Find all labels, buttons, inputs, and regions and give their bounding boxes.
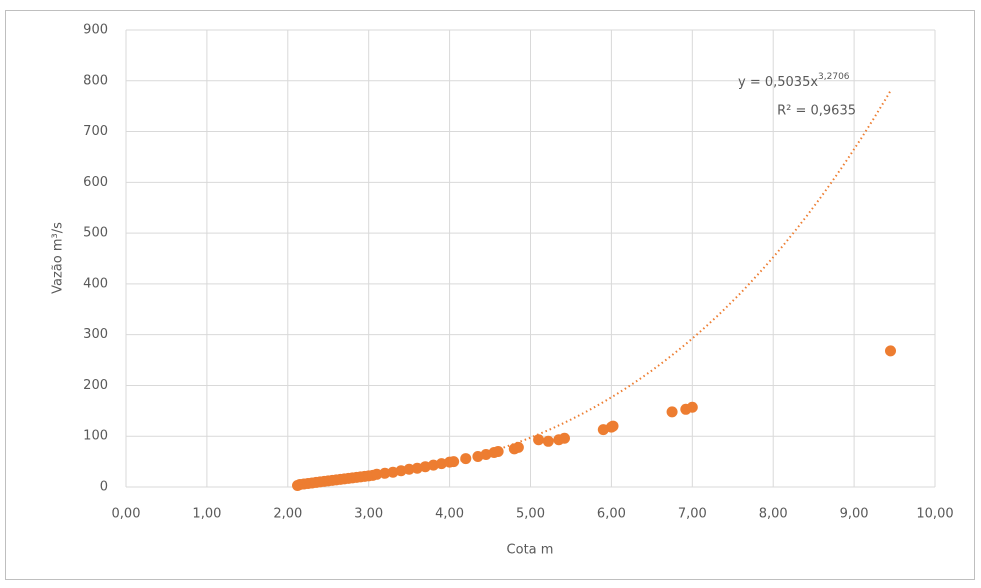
y-tick-label: 300: [83, 327, 108, 342]
trendline-r2: R² = 0,9635: [777, 104, 856, 119]
trendline-equation: y = 0,5035x3,2706: [738, 72, 850, 90]
data-point: [371, 468, 383, 480]
data-point: [492, 445, 504, 457]
x-tick-label: 8,00: [759, 507, 788, 522]
data-point: [448, 456, 460, 468]
x-tick-label: 2,00: [273, 507, 302, 522]
x-tick-label: 0,00: [112, 507, 141, 522]
data-point: [533, 434, 545, 446]
equation-exponent: 3,2706: [818, 72, 850, 82]
data-point: [542, 435, 554, 447]
data-point: [607, 420, 619, 432]
data-point: [512, 441, 524, 453]
y-tick-label: 600: [83, 175, 108, 190]
x-tick-label: 4,00: [435, 507, 464, 522]
data-point: [403, 463, 415, 475]
y-tick-label: 0: [100, 480, 108, 495]
x-tick-label: 5,00: [516, 507, 545, 522]
x-tick-label: 7,00: [678, 507, 707, 522]
y-tick-label: 700: [83, 124, 108, 139]
x-tick-label: 6,00: [597, 507, 626, 522]
x-tick-label: 1,00: [192, 507, 221, 522]
y-tick-label: 100: [83, 429, 108, 444]
x-axis-label: Cota m: [507, 543, 554, 558]
data-point: [885, 345, 897, 357]
y-tick-label: 500: [83, 226, 108, 241]
y-tick-label: 400: [83, 276, 108, 291]
x-tick-label: 10,00: [916, 507, 953, 522]
chart-border: [5, 10, 975, 580]
data-point: [666, 406, 678, 418]
equation-text: y = 0,5035x: [738, 75, 818, 90]
y-axis-label: Vazão m³/s: [51, 222, 66, 294]
y-tick-label: 800: [83, 73, 108, 88]
data-point: [686, 401, 698, 413]
y-tick-label: 900: [83, 23, 108, 38]
data-point: [558, 432, 570, 444]
trendline: [295, 90, 892, 486]
x-tick-label: 9,00: [840, 507, 869, 522]
y-tick-label: 200: [83, 378, 108, 393]
x-tick-label: 3,00: [354, 507, 383, 522]
